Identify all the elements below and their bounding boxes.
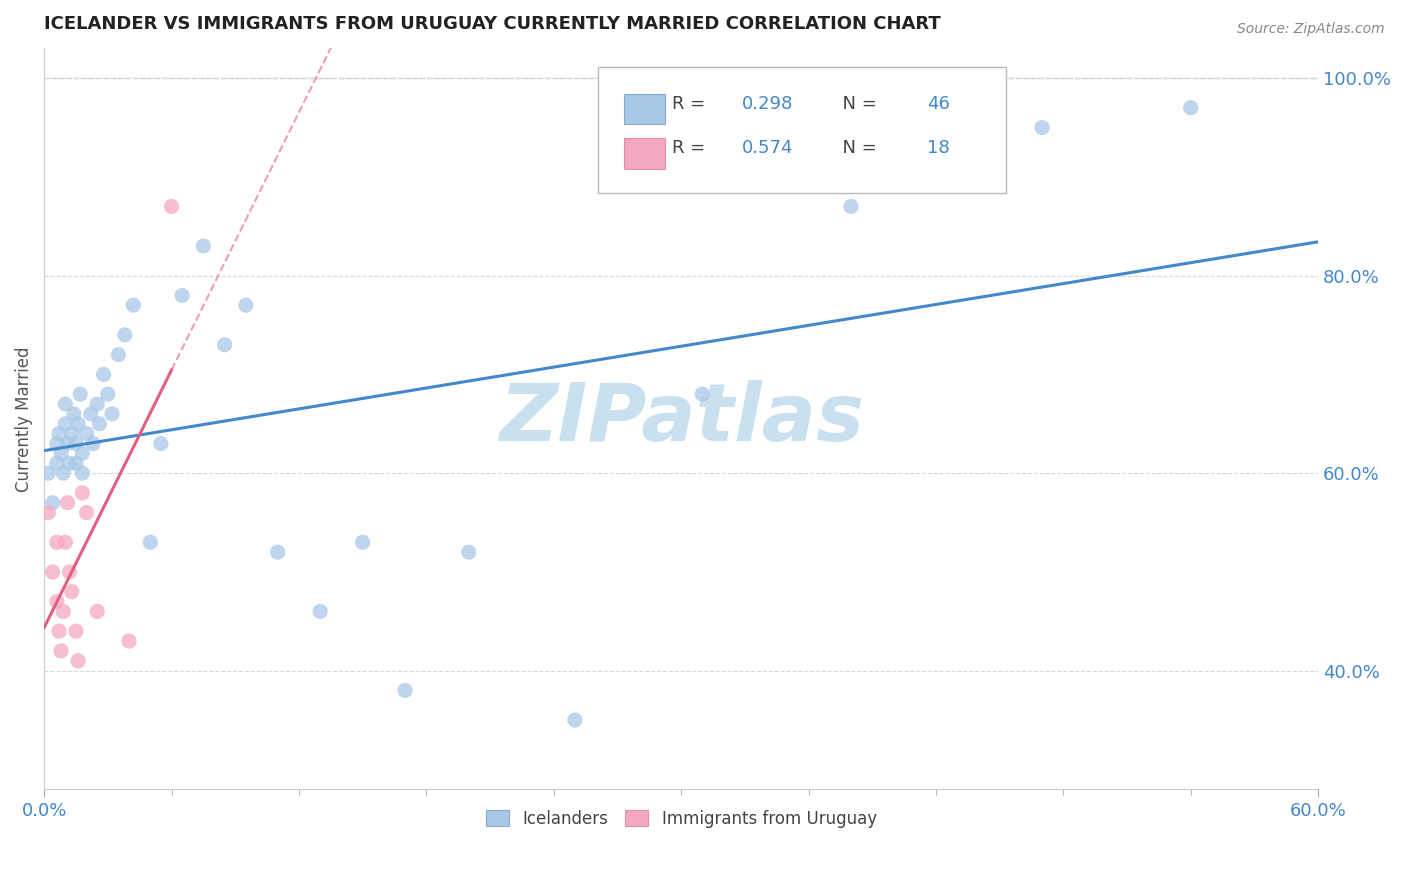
Text: ICELANDER VS IMMIGRANTS FROM URUGUAY CURRENTLY MARRIED CORRELATION CHART: ICELANDER VS IMMIGRANTS FROM URUGUAY CUR… <box>44 15 941 33</box>
Text: 0.574: 0.574 <box>742 139 794 158</box>
Point <box>49 446 72 460</box>
Point <box>67 654 90 668</box>
Point <box>52 604 75 618</box>
Point <box>82 436 104 450</box>
Point <box>214 337 236 351</box>
Point <box>564 713 586 727</box>
Point <box>692 387 714 401</box>
Point <box>1180 101 1202 115</box>
Point <box>97 387 120 401</box>
Point <box>457 545 479 559</box>
Point <box>89 417 111 431</box>
Point <box>72 446 94 460</box>
Point <box>1031 120 1053 135</box>
Text: N =: N = <box>831 139 883 158</box>
FancyBboxPatch shape <box>624 94 665 124</box>
Point <box>65 456 87 470</box>
Point <box>839 199 862 213</box>
Point <box>394 683 416 698</box>
Point <box>160 199 183 213</box>
Point <box>76 426 98 441</box>
Point <box>86 397 108 411</box>
Point <box>76 506 98 520</box>
Text: Source: ZipAtlas.com: Source: ZipAtlas.com <box>1237 22 1385 37</box>
Point <box>69 387 91 401</box>
Point <box>266 545 288 559</box>
FancyBboxPatch shape <box>599 67 1007 193</box>
Point <box>114 327 136 342</box>
Point <box>149 436 172 450</box>
Point <box>309 604 332 618</box>
Legend: Icelanders, Immigrants from Uruguay: Icelanders, Immigrants from Uruguay <box>477 802 884 837</box>
Point <box>53 535 76 549</box>
Point <box>56 496 79 510</box>
Text: 46: 46 <box>927 95 950 113</box>
Point <box>53 417 76 431</box>
Point <box>67 417 90 431</box>
Point <box>80 407 103 421</box>
Text: R =: R = <box>672 95 711 113</box>
Point <box>72 486 94 500</box>
Point <box>45 535 67 549</box>
Point <box>60 426 83 441</box>
FancyBboxPatch shape <box>624 138 665 169</box>
Point <box>65 436 87 450</box>
Text: ZIPatlas: ZIPatlas <box>499 380 863 458</box>
Point <box>172 288 194 302</box>
Point <box>118 634 141 648</box>
Point <box>235 298 257 312</box>
Point <box>45 594 67 608</box>
Point <box>41 496 63 510</box>
Point <box>60 584 83 599</box>
Point <box>37 466 59 480</box>
Text: 18: 18 <box>927 139 950 158</box>
Point <box>45 436 67 450</box>
Point <box>37 506 59 520</box>
Point <box>49 644 72 658</box>
Point <box>72 466 94 480</box>
Point <box>139 535 162 549</box>
Point <box>41 565 63 579</box>
Point <box>65 624 87 639</box>
Point <box>193 239 215 253</box>
Point <box>45 456 67 470</box>
Text: R =: R = <box>672 139 711 158</box>
Point <box>58 565 80 579</box>
Point <box>63 407 86 421</box>
Point <box>101 407 124 421</box>
Point <box>352 535 374 549</box>
Point <box>52 466 75 480</box>
Text: 0.298: 0.298 <box>742 95 793 113</box>
Point <box>56 436 79 450</box>
Point <box>53 397 76 411</box>
Y-axis label: Currently Married: Currently Married <box>15 346 32 491</box>
Point <box>93 368 115 382</box>
Point <box>107 348 129 362</box>
Point <box>48 426 70 441</box>
Point <box>86 604 108 618</box>
Text: N =: N = <box>831 95 883 113</box>
Point <box>58 456 80 470</box>
Point <box>122 298 145 312</box>
Point <box>48 624 70 639</box>
